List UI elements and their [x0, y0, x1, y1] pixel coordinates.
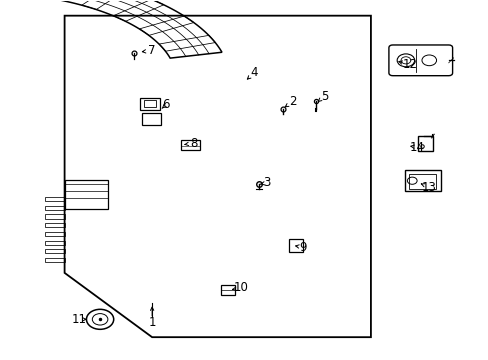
- Bar: [45, 258, 64, 262]
- Bar: [408, 174, 435, 189]
- Bar: [45, 215, 64, 219]
- Bar: [221, 285, 234, 295]
- Bar: [45, 249, 64, 253]
- Text: 8: 8: [189, 137, 197, 150]
- Text: 14: 14: [409, 141, 424, 154]
- Bar: [45, 197, 64, 202]
- Bar: [417, 136, 432, 151]
- Bar: [45, 206, 64, 210]
- Text: 2: 2: [289, 95, 296, 108]
- Text: 1: 1: [148, 316, 156, 329]
- Bar: [143, 100, 156, 108]
- Text: 12: 12: [402, 58, 416, 72]
- Text: 9: 9: [299, 240, 306, 254]
- Text: 6: 6: [162, 99, 169, 112]
- Text: 7: 7: [148, 44, 156, 57]
- Text: 13: 13: [421, 181, 436, 194]
- Bar: [64, 180, 108, 208]
- Bar: [45, 240, 64, 245]
- Text: 5: 5: [321, 90, 328, 103]
- Bar: [404, 170, 441, 192]
- Text: 10: 10: [233, 282, 248, 294]
- Text: 4: 4: [250, 66, 258, 79]
- Bar: [45, 223, 64, 228]
- Bar: [288, 239, 302, 252]
- Bar: [45, 232, 64, 236]
- Bar: [140, 98, 160, 111]
- Bar: [142, 113, 161, 125]
- Text: 3: 3: [262, 176, 269, 189]
- Text: 11: 11: [72, 313, 86, 326]
